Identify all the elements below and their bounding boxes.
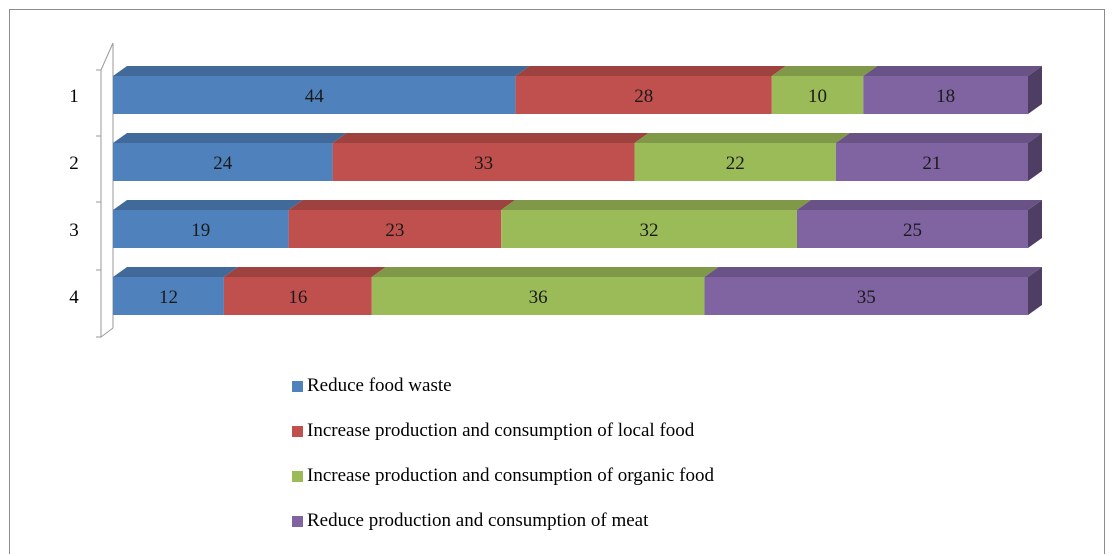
bar-top-face — [113, 133, 347, 143]
bar-top-face — [332, 133, 649, 143]
data-labels: 44 28 10 18 24 33 22 21 19 23 32 25 12 16 36 35 — [159, 86, 955, 308]
bar-front-face — [113, 143, 333, 181]
data-label: 21 — [922, 153, 941, 174]
data-label: 19 — [191, 220, 210, 241]
data-label: 18 — [936, 86, 955, 107]
bar-top-face — [634, 133, 850, 143]
legend: Reduce food waste Increase production an… — [292, 375, 714, 556]
bar-top-face — [771, 66, 878, 76]
bar-side-face — [1028, 200, 1042, 248]
data-label: 32 — [640, 220, 659, 241]
bar-segment — [113, 66, 530, 114]
bar-segment — [771, 66, 878, 114]
bar-front-face — [863, 76, 1028, 114]
legend-label-2: Increase production and consumption of o… — [307, 465, 714, 486]
bar-front-face — [771, 76, 864, 114]
bar-front-face — [835, 143, 1028, 181]
data-label: 36 — [529, 287, 548, 308]
bar-segment — [501, 200, 811, 248]
legend-item-1: Increase production and consumption of l… — [292, 420, 714, 441]
legend-swatch-0 — [292, 380, 303, 392]
bar-top-face — [515, 66, 786, 76]
data-label: 33 — [474, 153, 493, 174]
bar-top-face — [863, 66, 1042, 76]
data-label: 22 — [726, 153, 745, 174]
legend-label-0: Reduce food waste — [307, 375, 452, 396]
data-label: 23 — [385, 220, 404, 241]
legend-swatch-2 — [292, 470, 303, 482]
bar-side-face — [1028, 133, 1042, 181]
legend-item-0: Reduce food waste — [292, 375, 714, 396]
bar-top-face — [704, 267, 1042, 277]
bar-segment — [113, 267, 238, 315]
category-label: 1 — [69, 86, 79, 107]
bars — [113, 66, 1042, 315]
legend-swatch-1 — [292, 425, 303, 437]
bar-segment — [223, 267, 386, 315]
bar-top-face — [835, 133, 1042, 143]
bar-side-face — [1028, 66, 1042, 114]
legend-item-2: Increase production and consumption of o… — [292, 465, 714, 486]
bar-front-face — [332, 143, 635, 181]
bar-front-face — [113, 210, 289, 248]
legend-label-1: Increase production and consumption of l… — [307, 420, 695, 441]
bar-front-face — [113, 76, 516, 114]
bar-segment — [515, 66, 786, 114]
bar-front-face — [113, 277, 224, 315]
bar-top-face — [796, 200, 1042, 210]
bar-front-face — [288, 210, 502, 248]
bar-front-face — [223, 277, 372, 315]
bar-front-face — [704, 277, 1028, 315]
data-label: 35 — [857, 287, 876, 308]
bar-front-face — [796, 210, 1028, 248]
category-label: 4 — [69, 287, 79, 308]
bar-segment — [288, 200, 516, 248]
data-label: 44 — [305, 86, 325, 107]
bar-top-face — [113, 66, 530, 76]
bar-segment — [704, 267, 1042, 315]
bar-front-face — [515, 76, 772, 114]
category-labels: 1 2 3 4 — [69, 86, 79, 308]
data-label: 25 — [903, 220, 922, 241]
bar-top-face — [113, 200, 303, 210]
bar-front-face — [371, 277, 705, 315]
legend-swatch-3 — [292, 515, 303, 527]
data-label: 28 — [634, 86, 653, 107]
bar-segment — [113, 133, 347, 181]
bar-segment — [796, 200, 1042, 248]
data-label: 12 — [159, 287, 178, 308]
bar-segment — [113, 200, 303, 248]
bar-top-face — [288, 200, 516, 210]
data-label: 10 — [808, 86, 827, 107]
bar-front-face — [634, 143, 836, 181]
category-label: 2 — [69, 153, 79, 174]
bar-segment — [371, 267, 719, 315]
category-axis — [96, 42, 114, 338]
axis-wall — [97, 42, 114, 338]
bar-segment — [332, 133, 649, 181]
legend-item-3: Reduce production and consumption of mea… — [292, 510, 714, 531]
bar-segment — [863, 66, 1042, 114]
bar-top-face — [113, 267, 238, 277]
bar-top-face — [371, 267, 719, 277]
category-label: 3 — [69, 220, 79, 241]
bar-side-face — [1028, 267, 1042, 315]
bar-top-face — [501, 200, 811, 210]
bar-segment — [634, 133, 850, 181]
legend-label-3: Reduce production and consumption of mea… — [307, 510, 649, 531]
bar-segment — [835, 133, 1042, 181]
chart-frame — [9, 9, 1105, 554]
data-label: 24 — [213, 153, 233, 174]
bar-front-face — [501, 210, 797, 248]
data-label: 16 — [288, 287, 307, 308]
bar-top-face — [223, 267, 386, 277]
